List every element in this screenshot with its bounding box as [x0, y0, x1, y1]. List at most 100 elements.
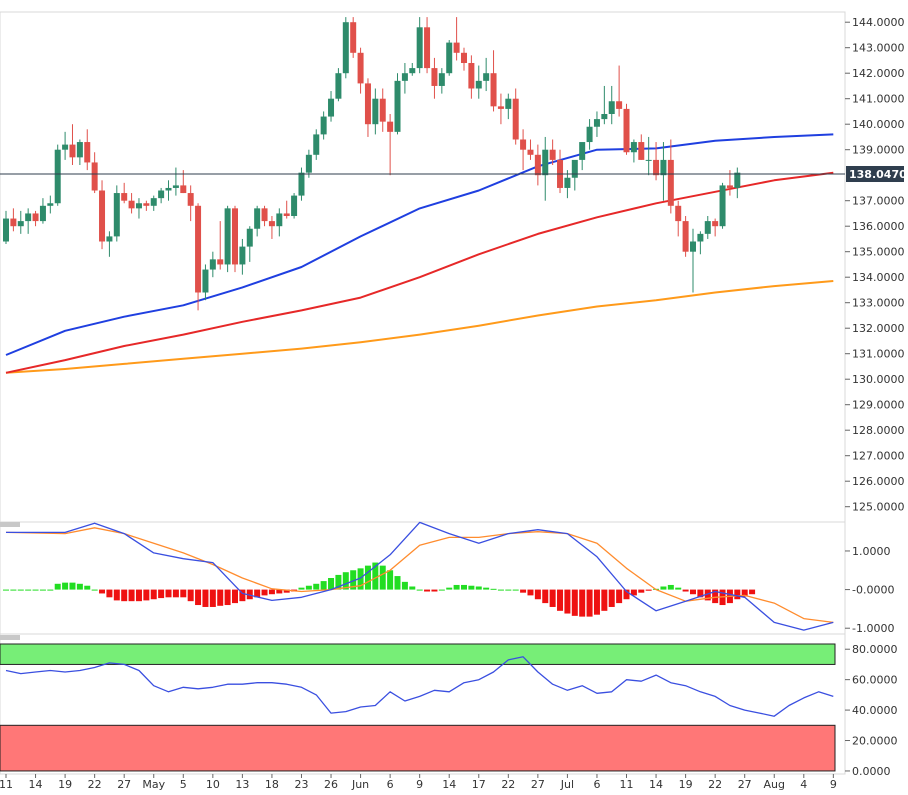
macd-histogram-bar: [47, 589, 54, 591]
macd-histogram-bar: [571, 589, 578, 616]
x-tick-label: 22: [88, 778, 102, 791]
candle: [217, 221, 224, 270]
candle-body: [704, 221, 711, 234]
candle-body: [401, 73, 408, 81]
x-tick-label: 22: [501, 778, 515, 791]
x-tick-label: 9: [416, 778, 423, 791]
candle-body: [305, 154, 312, 173]
candle-body: [564, 177, 571, 188]
candle-body: [653, 159, 660, 176]
candle-body: [121, 193, 128, 201]
candle: [276, 208, 283, 237]
candle-body: [520, 139, 527, 150]
price-y-tick-label: 128.0000: [852, 424, 905, 437]
candle: [527, 139, 534, 160]
candle: [468, 55, 475, 99]
macd-histogram-bar: [135, 589, 142, 602]
macd-histogram-bar: [187, 589, 194, 602]
macd-histogram-bar: [209, 589, 216, 607]
candle: [542, 136, 549, 201]
macd-histogram-bar: [364, 565, 371, 590]
candle-body: [276, 213, 283, 227]
rsi-y-tick-label: 40.0000: [852, 704, 898, 717]
macd-histogram-bar: [579, 589, 586, 617]
candle-body: [505, 98, 512, 109]
rsi-series-line: [5, 656, 834, 717]
candle: [158, 187, 165, 204]
macd-histogram-bar: [438, 589, 445, 591]
macd-histogram-bar: [542, 589, 549, 604]
macd-histogram-bar: [69, 582, 76, 590]
price-y-tick-label: 129.0000: [852, 399, 905, 412]
candle: [394, 73, 401, 135]
candle: [630, 139, 637, 163]
macd-histogram-bar: [158, 589, 165, 599]
candle: [453, 17, 460, 61]
macd-histogram-bar: [32, 589, 39, 591]
rsi-panel-handle[interactable]: [0, 635, 20, 640]
candle: [320, 111, 327, 140]
candle-body: [350, 22, 357, 53]
price-plot-area: [0, 11, 846, 523]
price-moving-averages: [5, 133, 834, 374]
candle: [54, 144, 61, 206]
candle-body: [394, 80, 401, 132]
candle-body: [128, 200, 135, 209]
candle-body: [143, 203, 150, 206]
candle: [372, 88, 379, 135]
x-tick-label: 13: [235, 778, 249, 791]
price-panel: 144.0000 143.0000 142.0000 141.0000 140.0000…: [0, 11, 907, 523]
macd-histogram-bar: [106, 589, 113, 598]
x-tick-label: 14: [29, 778, 43, 791]
candle: [291, 193, 298, 219]
rsi-y-tick-label: 60.0000: [852, 674, 898, 687]
macd-histogram-bar: [630, 589, 637, 596]
x-tick-label: 27: [738, 778, 752, 791]
candle: [113, 185, 120, 242]
candle: [638, 134, 645, 160]
candle: [675, 200, 682, 237]
candle-body: [113, 193, 120, 237]
macd-histogram-bar: [62, 582, 69, 590]
price-y-tick-label: 130.0000: [852, 373, 905, 386]
candle: [564, 170, 571, 199]
candle-body: [246, 228, 253, 247]
candle-body: [446, 42, 453, 74]
macd-y-axis: 1.0000 -0.0000 -1.0000: [845, 545, 894, 635]
candle: [682, 216, 689, 257]
candle: [608, 85, 615, 125]
candle: [62, 131, 69, 160]
macd-histogram-bar: [616, 589, 623, 604]
candle: [261, 205, 268, 227]
macd-histogram-bar: [734, 589, 741, 600]
macd-histogram-bar: [490, 588, 497, 590]
macd-histogram-bar: [320, 581, 327, 590]
candle: [689, 228, 696, 293]
candle: [586, 119, 593, 150]
candle-body: [638, 142, 645, 160]
x-tick-label: Jun: [351, 778, 369, 791]
macd-histogram: [3, 562, 756, 617]
rsi-y-tick-label: 20.0000: [852, 735, 898, 748]
macd-histogram-bar: [682, 589, 689, 592]
macd-panel-handle[interactable]: [0, 522, 20, 527]
candle-body: [579, 142, 586, 160]
candle: [268, 216, 275, 239]
candle: [549, 139, 556, 165]
candle: [571, 159, 578, 191]
x-tick-label: 6: [387, 778, 394, 791]
candle-body: [483, 73, 490, 81]
candle: [623, 103, 630, 155]
price-y-tick-label: 143.0000: [852, 42, 905, 55]
price-y-axis: 144.0000 143.0000 142.0000 141.0000 140.0000…: [845, 16, 905, 514]
candle: [490, 50, 497, 112]
candle-body: [84, 142, 91, 163]
x-tick-label: 10: [206, 778, 220, 791]
macd-histogram-bar: [608, 589, 615, 607]
macd-y-tick-label: 1.0000: [852, 545, 891, 558]
x-tick-label: Jul: [560, 778, 574, 791]
macd-histogram-bar: [128, 589, 135, 602]
macd-histogram-bar: [172, 589, 179, 598]
x-tick-label: 9: [830, 778, 837, 791]
candle: [10, 208, 17, 232]
